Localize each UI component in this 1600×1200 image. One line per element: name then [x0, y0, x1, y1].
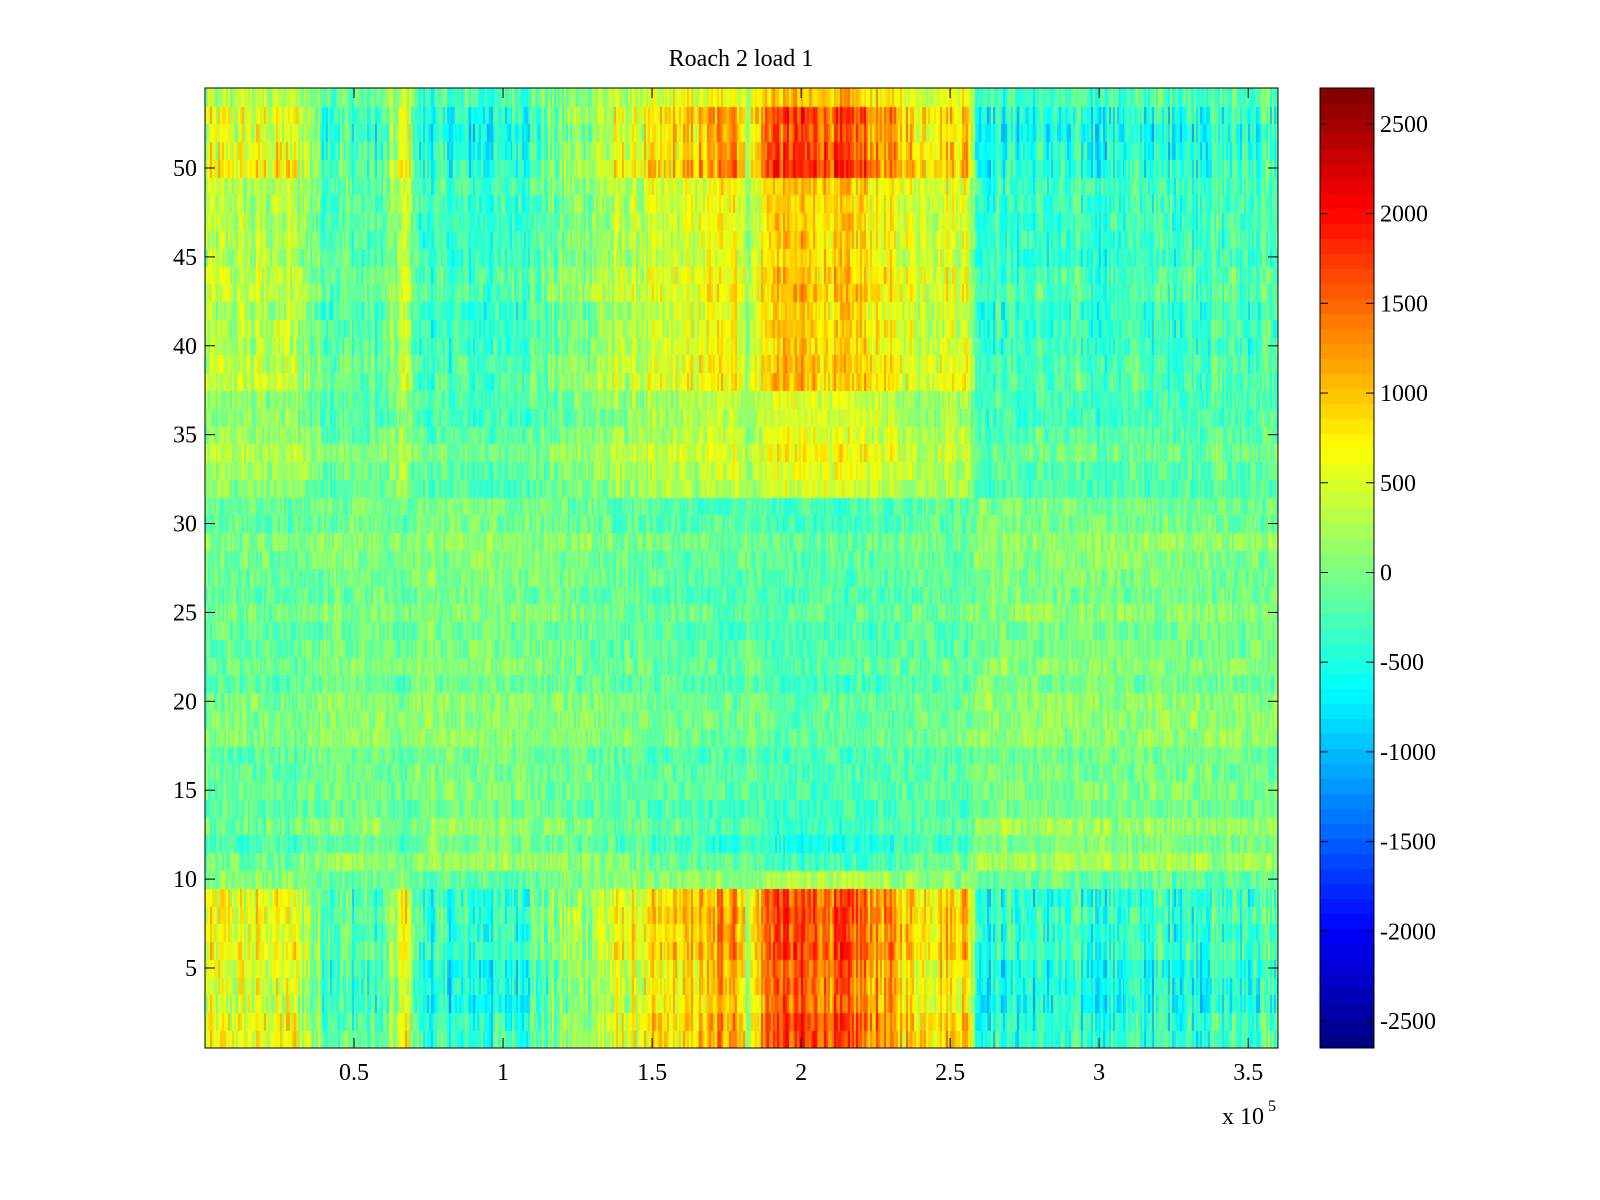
- y-tick-label: 10: [173, 867, 197, 893]
- colorbar-tick-label: 500: [1380, 471, 1416, 497]
- y-tick-label: 5: [185, 956, 197, 982]
- x-multiplier-label: x 10: [1222, 1104, 1264, 1130]
- y-tick-label: 35: [173, 423, 197, 449]
- x-tick-label: 2.5: [935, 1060, 965, 1086]
- y-tick-label: 45: [173, 245, 197, 271]
- x-tick-label: 3.5: [1233, 1060, 1263, 1086]
- x-multiplier-exponent: 5: [1268, 1098, 1276, 1115]
- heatmap-canvas-holder: [205, 88, 1278, 1048]
- colorbar-tick-label: -500: [1380, 650, 1424, 676]
- x-tick-label: 1: [497, 1060, 509, 1086]
- colorbar-tick-label: 2500: [1380, 112, 1428, 138]
- y-tick-label: 20: [173, 689, 197, 715]
- colorbar-tick-label: -2000: [1380, 919, 1436, 945]
- x-tick-label: 0.5: [339, 1060, 369, 1086]
- y-tick-label: 15: [173, 778, 197, 804]
- y-tick-label: 50: [173, 156, 197, 182]
- x-tick-label: 3: [1093, 1060, 1105, 1086]
- plot-frame: [204, 87, 1279, 1049]
- colorbar-ticks: 2500 2000 1500 1000 500 0 -500 -1000 -1500 -2000 -…: [1320, 112, 1436, 1035]
- x-tick-label: 1.5: [637, 1060, 667, 1086]
- chart-title: Roach 2 load 1: [669, 46, 814, 72]
- colorbar-canvas-holder: [1320, 88, 1374, 1048]
- y-tick-label: 25: [173, 600, 197, 626]
- y-axis-ticks: 5 10 15 20 25 30 35 40 45 50: [173, 156, 1278, 982]
- heatmap-canvas: [205, 88, 1278, 1048]
- colorbar-tick-label: 1000: [1380, 381, 1428, 407]
- colorbar-tick-label: -1000: [1380, 740, 1436, 766]
- x-axis-ticks: 0.5 1 1.5 2 2.5 3 3.5: [339, 88, 1263, 1086]
- colorbar-tick-label: 0: [1380, 560, 1392, 586]
- y-tick-label: 30: [173, 512, 197, 538]
- colorbar-tick-label: 1500: [1380, 291, 1428, 317]
- colorbar-tick-label: -2500: [1380, 1009, 1436, 1035]
- colorbar-tick-label: 2000: [1380, 202, 1428, 228]
- colorbar-tick-label: -1500: [1380, 830, 1436, 856]
- x-tick-label: 2: [795, 1060, 807, 1086]
- colorbar-canvas: [1320, 88, 1374, 1048]
- colorbar-frame: [1319, 87, 1375, 1049]
- y-tick-label: 40: [173, 334, 197, 360]
